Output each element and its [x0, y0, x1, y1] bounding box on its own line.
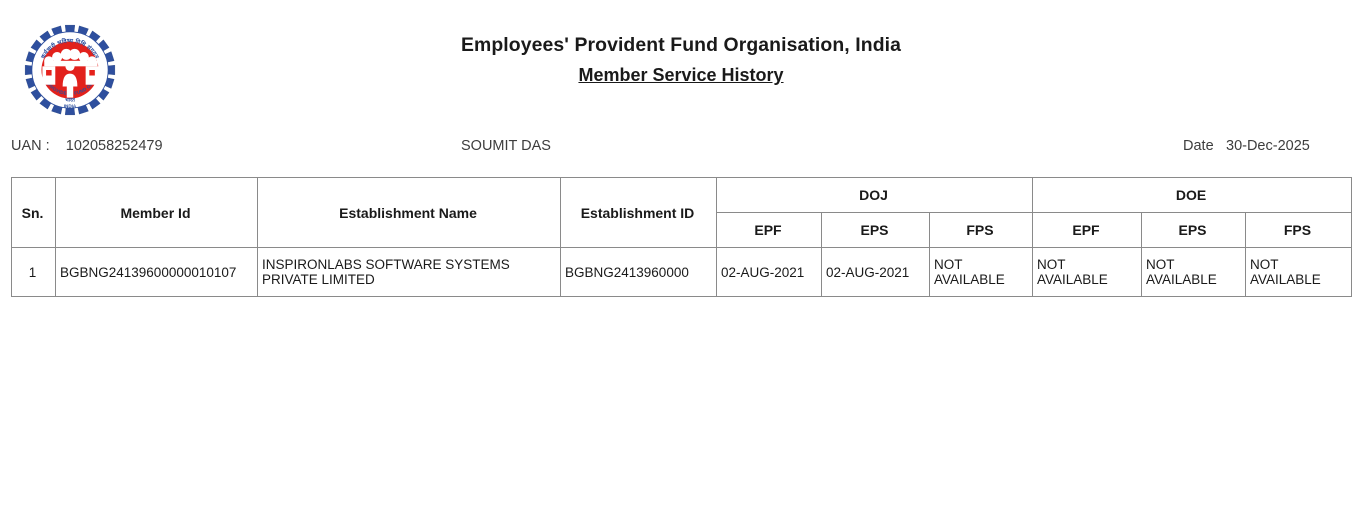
svg-text:भारत: भारत [65, 97, 76, 103]
svg-text:INDIA: INDIA [64, 104, 77, 109]
